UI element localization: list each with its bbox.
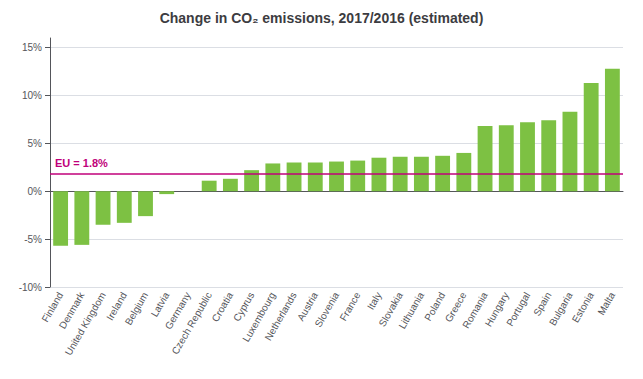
svg-text:France: France bbox=[337, 290, 362, 323]
svg-text:Latvia: Latvia bbox=[148, 290, 172, 319]
svg-text:Greece: Greece bbox=[442, 290, 469, 325]
svg-text:Denmark: Denmark bbox=[56, 290, 87, 331]
svg-text:United Kingdom: United Kingdom bbox=[63, 290, 108, 357]
svg-text:5%: 5% bbox=[28, 138, 43, 149]
svg-text:Spain: Spain bbox=[531, 290, 553, 318]
svg-text:-5%: -5% bbox=[24, 234, 42, 245]
svg-text:Portugal: Portugal bbox=[504, 290, 532, 328]
svg-text:10%: 10% bbox=[22, 90, 42, 101]
svg-text:Change in CO₂ emissions, 2017/: Change in CO₂ emissions, 2017/2016 (esti… bbox=[160, 10, 484, 26]
svg-text:Luxembourg: Luxembourg bbox=[240, 290, 278, 344]
svg-text:Poland: Poland bbox=[422, 290, 448, 323]
svg-text:Lithuania: Lithuania bbox=[396, 290, 426, 331]
svg-text:15%: 15% bbox=[22, 42, 42, 53]
svg-text:Estonia: Estonia bbox=[570, 290, 596, 325]
svg-text:Finland: Finland bbox=[39, 290, 66, 325]
svg-text:Ireland: Ireland bbox=[104, 290, 129, 323]
svg-text:Italy: Italy bbox=[365, 290, 384, 311]
svg-text:Malta: Malta bbox=[595, 290, 617, 317]
svg-text:Cyprus: Cyprus bbox=[231, 290, 257, 324]
svg-text:Hungary: Hungary bbox=[482, 290, 511, 329]
svg-text:Austria: Austria bbox=[295, 290, 320, 323]
svg-text:Slovakia: Slovakia bbox=[376, 290, 405, 329]
svg-text:Netherlands: Netherlands bbox=[262, 290, 298, 342]
svg-text:Germany: Germany bbox=[162, 290, 193, 332]
svg-text:-10%: -10% bbox=[19, 282, 42, 293]
svg-text:0%: 0% bbox=[28, 186, 43, 197]
svg-text:Slovenia: Slovenia bbox=[313, 290, 342, 329]
svg-text:Czech Republic: Czech Republic bbox=[169, 290, 213, 356]
svg-text:Belgium: Belgium bbox=[123, 290, 151, 327]
svg-text:Croatia: Croatia bbox=[209, 290, 236, 324]
svg-text:Romania: Romania bbox=[460, 290, 490, 331]
svg-text:EU = 1.8%: EU = 1.8% bbox=[55, 157, 108, 169]
svg-text:Bulgaria: Bulgaria bbox=[547, 290, 575, 328]
